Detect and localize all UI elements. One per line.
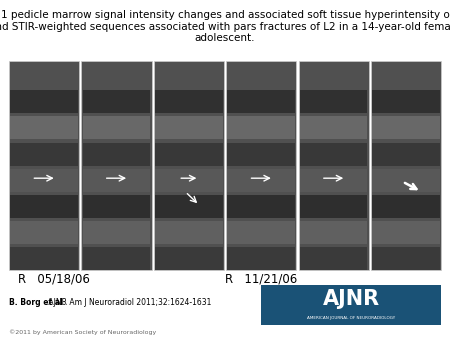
FancyBboxPatch shape: [227, 90, 295, 113]
FancyBboxPatch shape: [227, 195, 295, 218]
FancyBboxPatch shape: [300, 247, 367, 270]
FancyBboxPatch shape: [227, 64, 295, 87]
FancyBboxPatch shape: [372, 247, 440, 270]
FancyBboxPatch shape: [300, 143, 367, 166]
FancyBboxPatch shape: [155, 64, 222, 87]
FancyBboxPatch shape: [10, 195, 78, 218]
FancyBboxPatch shape: [10, 90, 78, 113]
FancyBboxPatch shape: [227, 221, 295, 244]
Text: AJNR: AJNR: [323, 289, 379, 309]
FancyBboxPatch shape: [155, 221, 222, 244]
FancyBboxPatch shape: [372, 195, 440, 218]
FancyBboxPatch shape: [83, 64, 150, 87]
FancyBboxPatch shape: [10, 64, 78, 87]
FancyBboxPatch shape: [227, 143, 295, 166]
FancyBboxPatch shape: [83, 116, 150, 140]
FancyBboxPatch shape: [372, 169, 440, 192]
FancyBboxPatch shape: [83, 221, 150, 244]
FancyBboxPatch shape: [298, 61, 369, 270]
Text: AJNR Am J Neuroradiol 2011;32:1624-1631: AJNR Am J Neuroradiol 2011;32:1624-1631: [46, 298, 212, 307]
FancyBboxPatch shape: [300, 90, 367, 113]
FancyBboxPatch shape: [227, 169, 295, 192]
Text: ©2011 by American Society of Neuroradiology: ©2011 by American Society of Neuroradiol…: [9, 329, 156, 335]
FancyBboxPatch shape: [226, 61, 296, 270]
FancyBboxPatch shape: [300, 116, 367, 140]
FancyBboxPatch shape: [155, 169, 222, 192]
FancyBboxPatch shape: [300, 169, 367, 192]
Text: R   05/18/06: R 05/18/06: [18, 272, 90, 285]
FancyBboxPatch shape: [83, 195, 150, 218]
FancyBboxPatch shape: [83, 90, 150, 113]
FancyBboxPatch shape: [155, 90, 222, 113]
FancyBboxPatch shape: [10, 143, 78, 166]
FancyBboxPatch shape: [155, 247, 222, 270]
Text: Type 1 pedicle marrow signal intensity changes and associated soft tissue hyperi: Type 1 pedicle marrow signal intensity c…: [0, 10, 450, 43]
FancyBboxPatch shape: [9, 61, 79, 270]
FancyBboxPatch shape: [372, 90, 440, 113]
FancyBboxPatch shape: [300, 64, 367, 87]
FancyBboxPatch shape: [83, 143, 150, 166]
FancyBboxPatch shape: [83, 247, 150, 270]
Text: AMERICAN JOURNAL OF NEURORADIOLOGY: AMERICAN JOURNAL OF NEURORADIOLOGY: [307, 316, 395, 320]
FancyBboxPatch shape: [372, 221, 440, 244]
FancyBboxPatch shape: [300, 195, 367, 218]
FancyBboxPatch shape: [227, 247, 295, 270]
FancyBboxPatch shape: [10, 169, 78, 192]
FancyBboxPatch shape: [10, 221, 78, 244]
FancyBboxPatch shape: [372, 64, 440, 87]
FancyBboxPatch shape: [155, 116, 222, 140]
FancyBboxPatch shape: [261, 285, 441, 325]
FancyBboxPatch shape: [155, 143, 222, 166]
Text: B. Borg et al.: B. Borg et al.: [9, 298, 66, 307]
Text: R   11/21/06: R 11/21/06: [225, 272, 297, 285]
FancyBboxPatch shape: [372, 116, 440, 140]
FancyBboxPatch shape: [371, 61, 441, 270]
FancyBboxPatch shape: [155, 195, 222, 218]
FancyBboxPatch shape: [227, 116, 295, 140]
FancyBboxPatch shape: [300, 221, 367, 244]
FancyBboxPatch shape: [10, 247, 78, 270]
FancyBboxPatch shape: [154, 61, 224, 270]
FancyBboxPatch shape: [10, 116, 78, 140]
FancyBboxPatch shape: [372, 143, 440, 166]
FancyBboxPatch shape: [81, 61, 152, 270]
FancyBboxPatch shape: [83, 169, 150, 192]
